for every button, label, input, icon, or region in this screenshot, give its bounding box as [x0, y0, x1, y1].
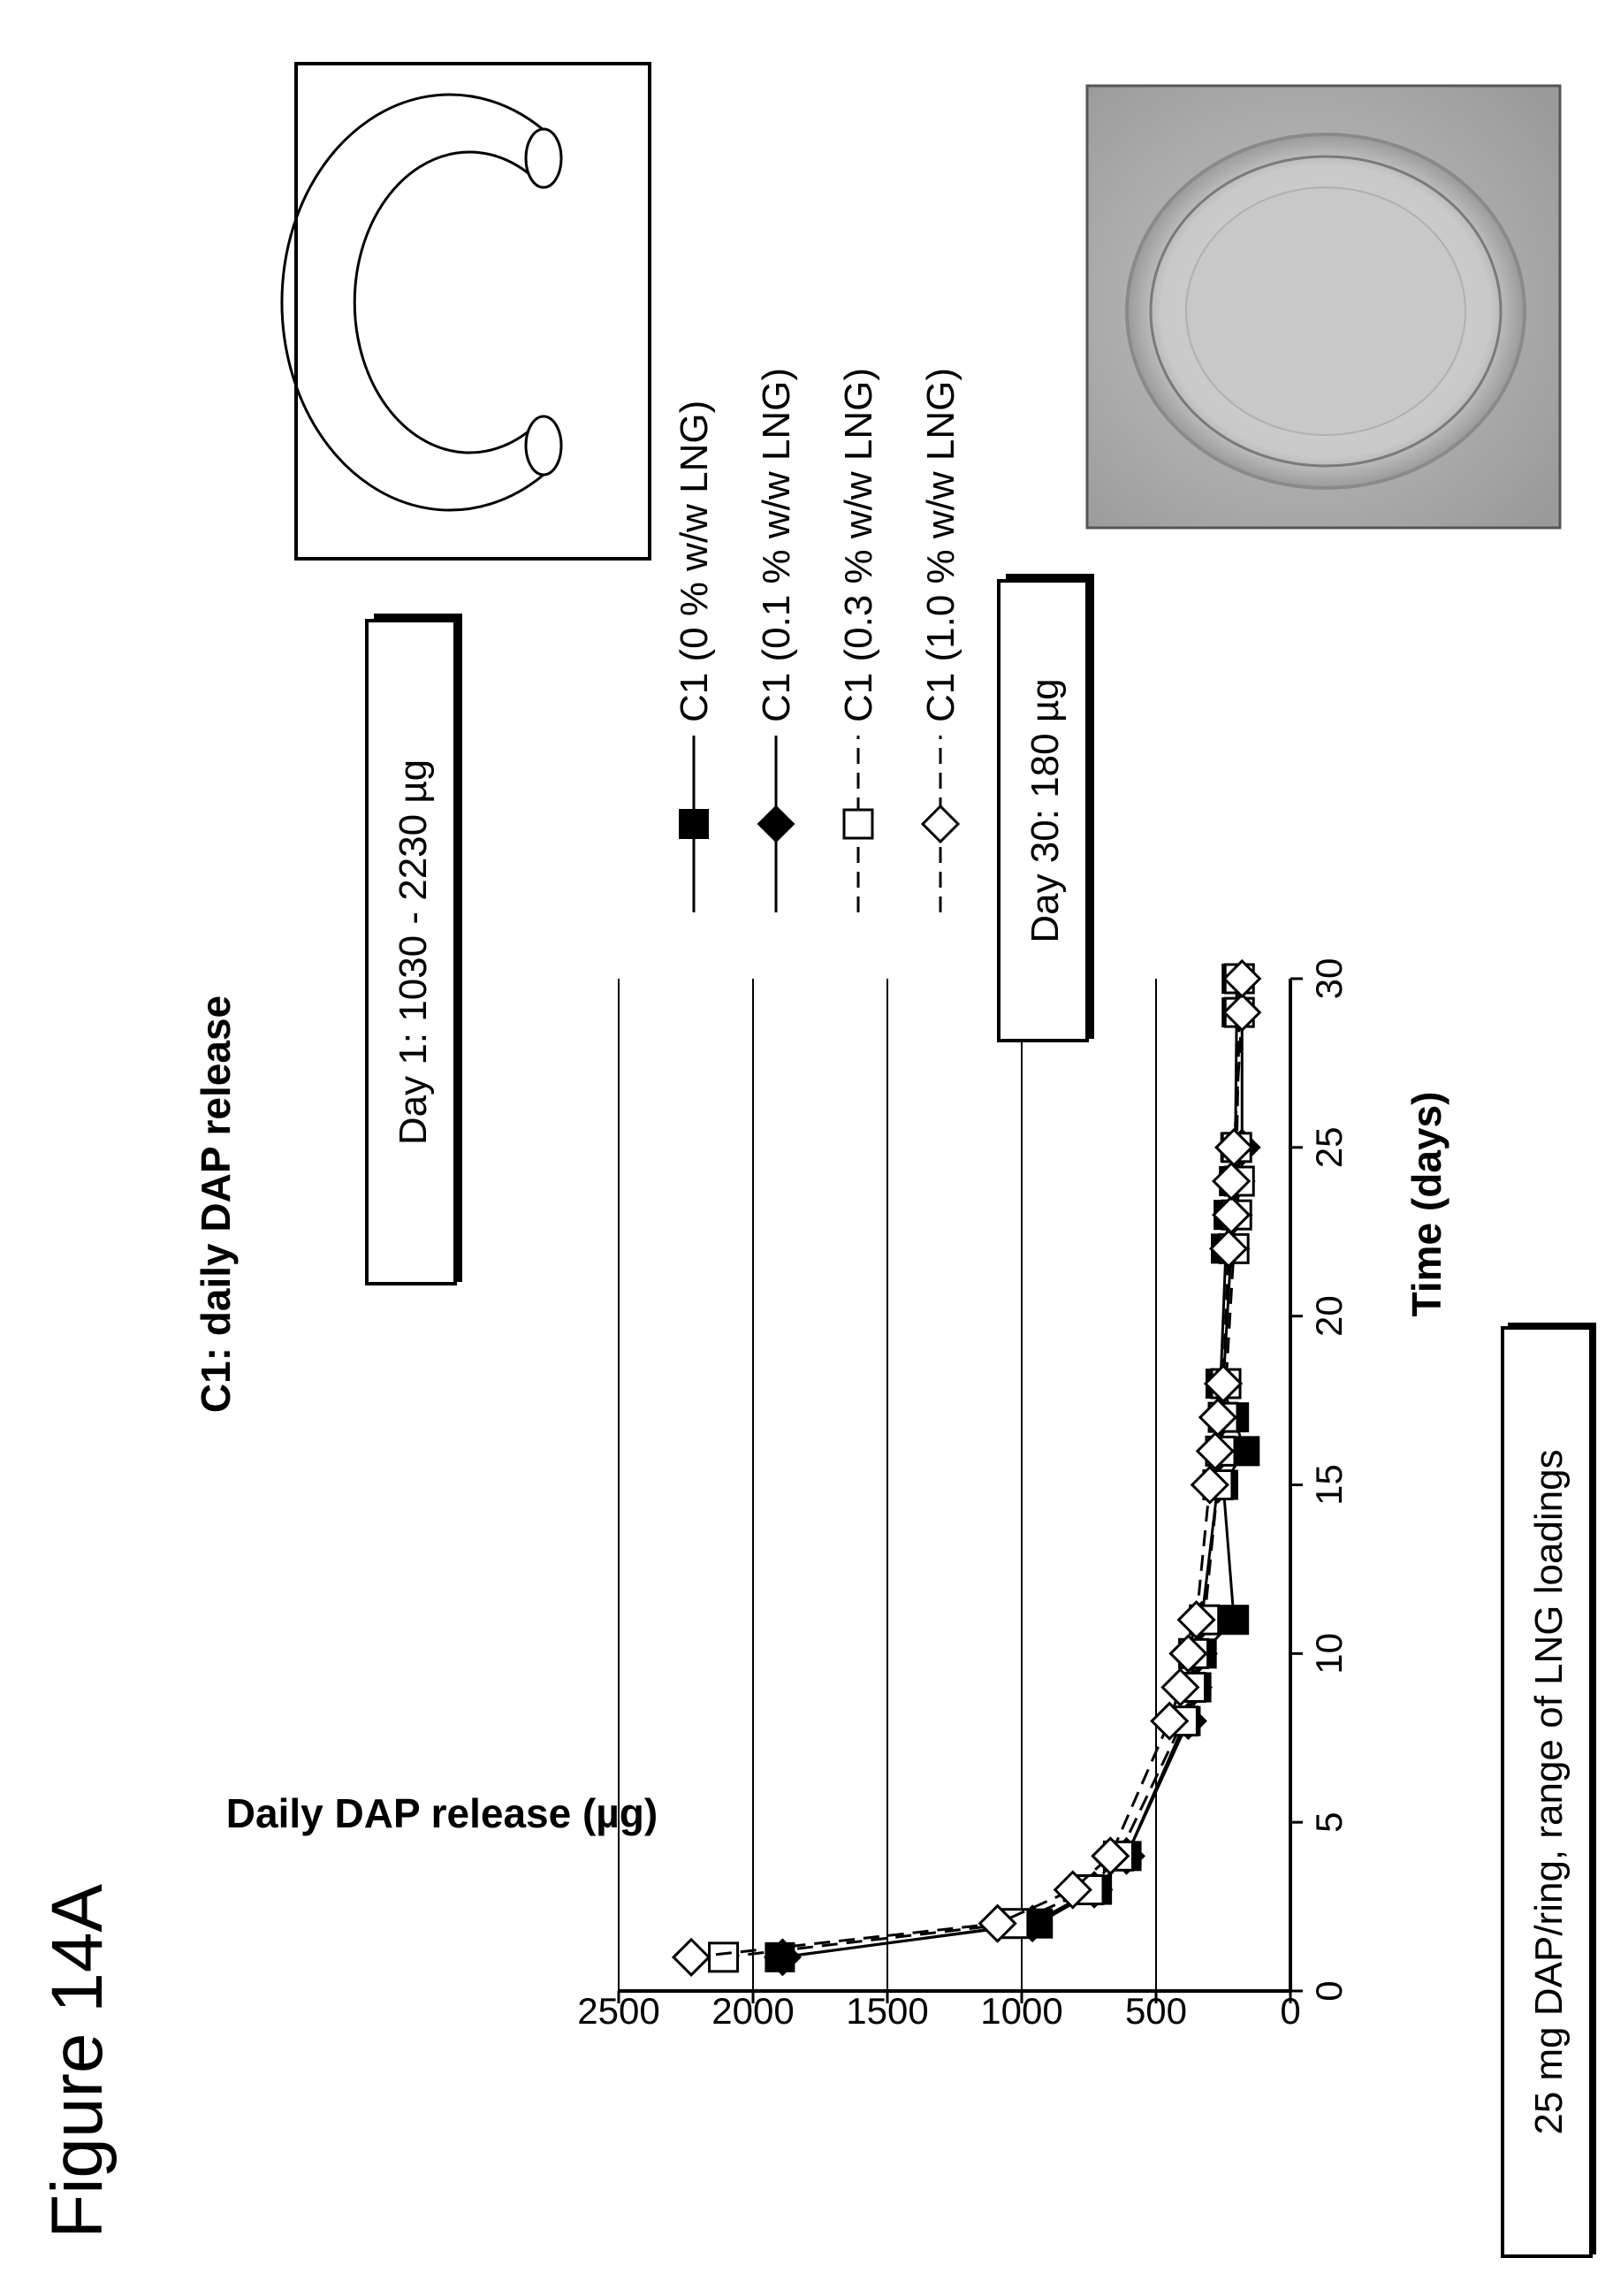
- legend-marker-1: [679, 809, 709, 839]
- legend-label-1: C1 (0 % w/w LNG): [673, 400, 716, 722]
- series-3-line: [723, 979, 1241, 1959]
- x-tick-label-20: 20: [1308, 1295, 1350, 1337]
- figure-label: Figure 14A: [37, 1884, 118, 2239]
- series-2-point: [764, 1938, 802, 1977]
- series-4-point: [978, 1903, 1017, 1943]
- series-4-point: [1208, 1229, 1249, 1269]
- c-ring-end-left: [524, 415, 563, 477]
- x-tick-label-10: 10: [1308, 1633, 1350, 1674]
- series-4-point: [1195, 1431, 1236, 1471]
- legend-label-3: C1 (0.3 % w/w LNG): [837, 368, 880, 722]
- series-4-point: [1176, 1600, 1216, 1640]
- legend-item-1: C1 (0 % w/w LNG): [673, 400, 716, 912]
- x-tick-label-15: 15: [1308, 1464, 1350, 1506]
- series-4-point: [1214, 1127, 1254, 1167]
- legend-item-3: C1 (0.3 % w/w LNG): [837, 368, 880, 912]
- series-4-point: [1222, 958, 1262, 999]
- legend-marker-2: [757, 805, 795, 843]
- series-1-point: [1219, 1605, 1250, 1636]
- c-ring-icon: [280, 62, 651, 561]
- y-axis-label: Daily DAP release (µg): [226, 1790, 658, 1836]
- x-tick-label-5: 5: [1308, 1812, 1350, 1832]
- ring-photo-inner: [1185, 187, 1466, 436]
- y-tick-label-1500: 1500: [846, 1990, 928, 2032]
- series-3: [708, 963, 1255, 1973]
- c-ring-outer: [280, 93, 544, 512]
- series-1-line: [780, 979, 1246, 1959]
- series-1: [765, 964, 1260, 1972]
- legend-item-4: C1 (1.0 % w/w LNG): [919, 368, 962, 912]
- series-4-point: [1222, 993, 1262, 1033]
- series-3-point: [708, 1941, 740, 1973]
- day1-annotation-text: Day 1: 1030 - 2230 µg: [392, 759, 435, 1145]
- legend-label-2: C1 (0.1 % w/w LNG): [755, 368, 798, 722]
- series-4-line: [690, 979, 1244, 1959]
- series-4-point: [1150, 1701, 1190, 1741]
- series-4-point: [1053, 1870, 1092, 1910]
- series-4-point: [1091, 1836, 1130, 1876]
- chart-legend: C1 (0 % w/w LNG) C1 (0.1 % w/w LNG) C1 (0.…: [673, 368, 962, 912]
- series-4-point: [1211, 1195, 1252, 1235]
- series-4-point: [1211, 1161, 1252, 1201]
- series-2-line: [782, 979, 1244, 1959]
- series-4-point: [671, 1937, 711, 1977]
- chart-gridlines: [618, 979, 1157, 1991]
- day30-annotation-text: Day 30: 180 µg: [1023, 678, 1067, 942]
- x-tick-label-30: 30: [1308, 958, 1350, 1000]
- c-ring-end-right: [524, 127, 563, 189]
- y-tick-label-0: 0: [1280, 1990, 1300, 2032]
- series-4-point: [1203, 1363, 1244, 1404]
- series-4-point: [1160, 1667, 1200, 1707]
- chart-title: C1: daily DAP release: [193, 995, 239, 1413]
- caption-box: 25 mg DAP/ring, range of LNG loadings: [1501, 1323, 1596, 2258]
- day30-annotation: Day 30: 180 µg: [997, 574, 1094, 1042]
- legend-marker-4: [920, 804, 961, 844]
- chart-series: [671, 958, 1262, 1977]
- x-tick-labels: 0 5 10 15 20 25 30: [1308, 958, 1350, 2002]
- caption-text: 25 mg DAP/ring, range of LNG loadings: [1527, 1449, 1571, 2134]
- day1-annotation: Day 1: 1030 - 2230 µg: [365, 614, 462, 1285]
- legend-marker-3: [842, 808, 874, 840]
- series-4-point: [1168, 1634, 1208, 1674]
- y-tick-label-500: 500: [1125, 1990, 1187, 2032]
- ring-photo-groove: [1149, 155, 1503, 468]
- series-2: [764, 959, 1261, 1977]
- legend-label-4: C1 (1.0 % w/w LNG): [919, 368, 962, 722]
- series-4-point: [1198, 1398, 1238, 1438]
- x-tick-label-25: 25: [1308, 1126, 1350, 1168]
- legend-item-2: C1 (0.1 % w/w LNG): [755, 368, 798, 912]
- chart-axes: [617, 977, 1303, 2003]
- c-ring-frame: [294, 62, 651, 561]
- y-tick-label-1000: 1000: [980, 1990, 1062, 2032]
- c-ring-inner: [353, 150, 545, 454]
- y-tick-label-2000: 2000: [711, 1990, 794, 2032]
- ring-photo-image: [1085, 84, 1562, 530]
- y-tick-labels: 0 500 1000 1500 2000 2500: [577, 1990, 1300, 2032]
- y-tick-label-2500: 2500: [577, 1990, 659, 2032]
- series-4-point: [1190, 1465, 1229, 1505]
- series-4: [671, 958, 1262, 1977]
- x-axis-label: Time (days): [1404, 1092, 1449, 1317]
- x-tick-label-0: 0: [1308, 1980, 1350, 2001]
